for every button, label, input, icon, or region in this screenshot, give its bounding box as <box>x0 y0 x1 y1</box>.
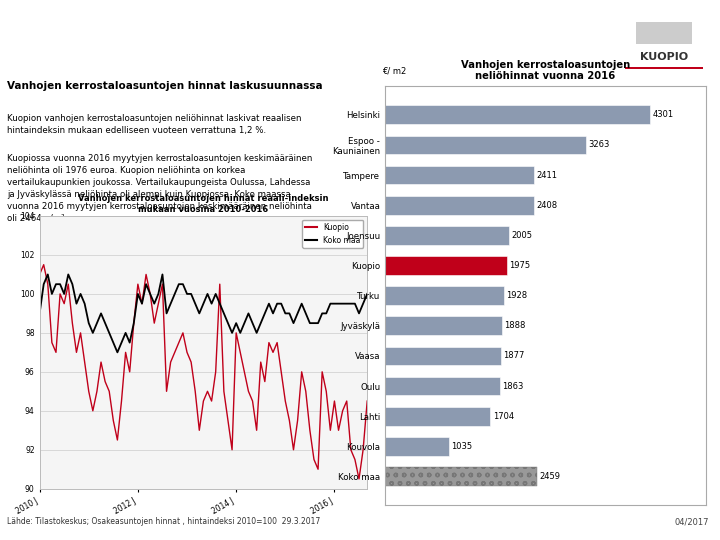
Bar <box>385 196 534 214</box>
Title: Vanhojen kerrostaloasuntojen hinnat reaali-indeksin
mukaan vuosina 2010-2016: Vanhojen kerrostaloasuntojen hinnat reaa… <box>78 194 328 214</box>
Koko maa <box>326 300 335 307</box>
Kuopio <box>220 388 228 395</box>
Text: Vanhojen kerrostaloasuntojen hinnat laskusuunnassa: Vanhojen kerrostaloasuntojen hinnat lask… <box>7 81 323 91</box>
Bar <box>385 467 536 486</box>
Text: 1888: 1888 <box>504 321 526 330</box>
Bar <box>385 105 650 124</box>
Koko maa <box>363 291 372 297</box>
Line: Koko maa: Koko maa <box>40 274 367 352</box>
Kuopio <box>305 427 314 434</box>
Koko maa <box>248 320 257 326</box>
Koko maa <box>338 300 347 307</box>
Text: 1863: 1863 <box>503 382 524 390</box>
Text: 1035: 1035 <box>451 442 472 451</box>
Bar <box>385 166 534 184</box>
Text: 3263: 3263 <box>589 140 610 150</box>
Text: 1877: 1877 <box>503 352 525 360</box>
Bar <box>385 377 500 395</box>
Koko maa <box>35 310 44 316</box>
Kuopio <box>40 261 48 268</box>
Bar <box>385 407 490 426</box>
Bar <box>625 66 703 69</box>
Koko maa <box>113 349 122 355</box>
Text: €/ m2: €/ m2 <box>382 67 406 76</box>
Bar <box>385 136 586 154</box>
Text: Lähde: Tilastokeskus; Osakeasuntojen hinnat , hintaindeksi 2010=100  29.3.2017: Lähde: Tilastokeskus; Osakeasuntojen hin… <box>7 517 320 526</box>
Kuopio <box>355 476 364 482</box>
Text: 1928: 1928 <box>506 291 528 300</box>
Text: 2411: 2411 <box>536 171 557 180</box>
Title: Vanhojen kerrostaloasuntojen
neliöhinnat vuonna 2016: Vanhojen kerrostaloasuntojen neliöhinnat… <box>461 60 630 82</box>
Text: KUOPIO: KUOPIO <box>640 51 688 62</box>
Koko maa <box>43 271 52 278</box>
Bar <box>385 437 449 456</box>
Text: Asuminen 2016 – Asuntojen hinnat: Asuminen 2016 – Asuntojen hinnat <box>15 36 339 53</box>
Bar <box>636 23 692 44</box>
Legend: Kuopio, Koko maa: Kuopio, Koko maa <box>302 220 364 248</box>
Kuopio <box>322 388 330 395</box>
Text: 1704: 1704 <box>492 411 514 421</box>
Text: 2408: 2408 <box>536 201 557 210</box>
Text: 2005: 2005 <box>511 231 532 240</box>
Text: Kuopion vanhojen kerrostaloasuntojen neliöhinnat laskivat reaalisen
hintaindeksi: Kuopion vanhojen kerrostaloasuntojen nel… <box>7 114 302 134</box>
Kuopio <box>363 398 372 404</box>
Bar <box>385 286 504 305</box>
Bar <box>385 316 502 335</box>
Kuopio <box>35 271 44 278</box>
Text: Kuopiossa vuonna 2016 myytyjen kerrostaloasuntojen keskimääräinen
neliöhinta oli: Kuopiossa vuonna 2016 myytyjen kerrostal… <box>7 154 312 222</box>
Koko maa <box>224 320 233 326</box>
Kuopio <box>334 427 343 434</box>
Kuopio <box>244 388 253 395</box>
Text: 1975: 1975 <box>509 261 531 270</box>
Bar <box>385 347 501 365</box>
Koko maa <box>285 310 294 316</box>
Text: Tilastotiedote 4 / 2017: Tilastotiedote 4 / 2017 <box>302 38 444 51</box>
Line: Kuopio: Kuopio <box>40 265 367 479</box>
Koko maa <box>310 320 318 326</box>
Text: 2459: 2459 <box>539 472 560 481</box>
Bar <box>385 226 509 245</box>
Text: 04/2017: 04/2017 <box>675 517 709 526</box>
Kuopio <box>281 398 289 404</box>
Bar <box>385 256 507 275</box>
Text: 4301: 4301 <box>652 110 674 119</box>
